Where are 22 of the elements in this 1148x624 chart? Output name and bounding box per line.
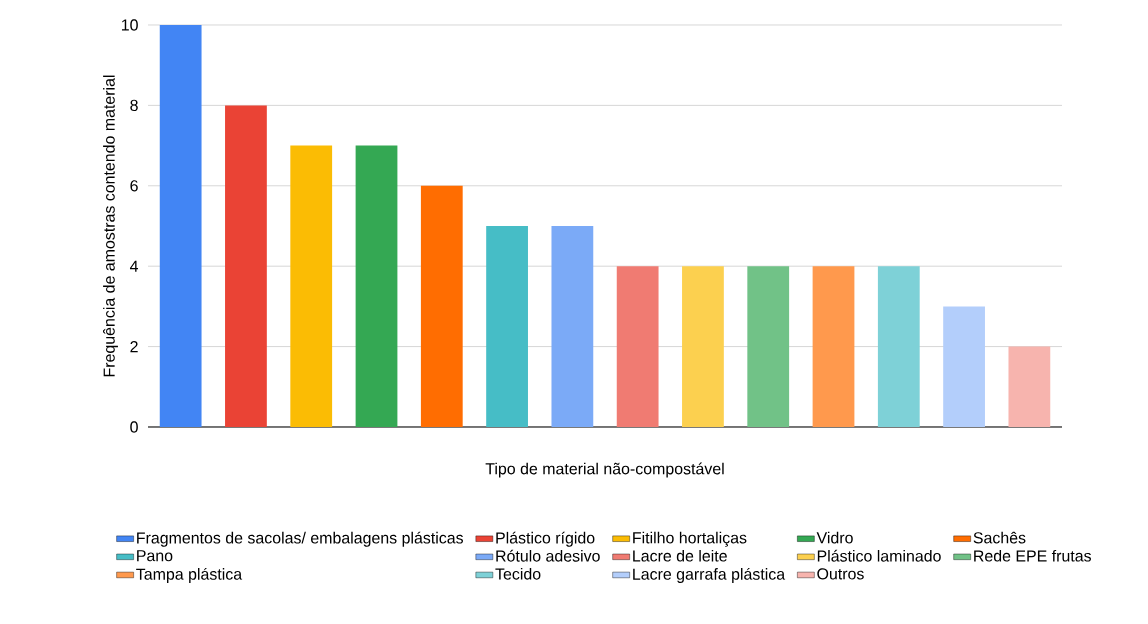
legend-label: Fitilho hortaliças (633, 531, 747, 547)
legend-label: Lacre de leite (633, 549, 727, 562)
y-tick-label: 6 (130, 180, 138, 192)
y-tick-label: 10 (121, 19, 138, 31)
x-axis-title: Tipo de material não-compostável (485, 462, 724, 478)
legend-label: Tecido (495, 567, 541, 580)
legend-label: Sachês (973, 531, 1026, 544)
legend-label: Vidro (816, 531, 853, 544)
legend-label: Tampa plástica (136, 567, 243, 583)
legend-label: Rede EPE frutas (974, 549, 1091, 562)
y-tick-label: 4 (129, 260, 139, 272)
legend-label: Outros (817, 568, 864, 580)
legend-label: Plástico laminado (817, 549, 941, 562)
legend-label: Fragmentos de sacolas/ embalagens plásticas (137, 531, 464, 547)
y-axis-title: Frequência de amostras contendo material (103, 75, 118, 377)
y-tick-label: 0 (130, 421, 138, 433)
y-tick-label: 8 (130, 99, 138, 112)
y-tick-label: 2 (130, 341, 138, 353)
legend-label: Pano (137, 550, 173, 562)
legend-label: Rótulo adesivo (496, 549, 600, 562)
legend-label: Plástico rígido (496, 531, 595, 547)
legend-label: Lacre garrafa plástica (633, 567, 786, 583)
